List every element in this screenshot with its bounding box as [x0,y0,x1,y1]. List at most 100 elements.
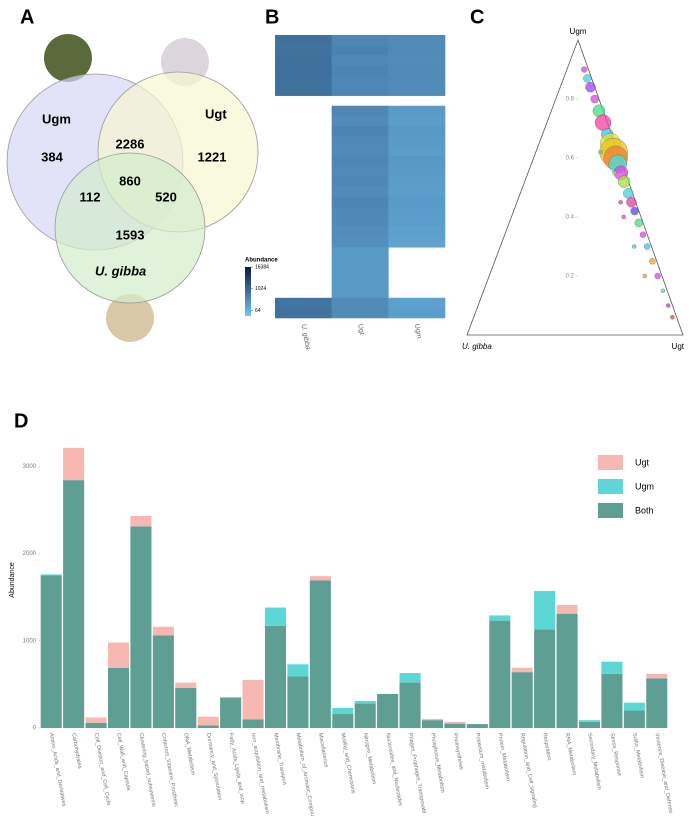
bar-segment [534,590,556,630]
panel-label: D [14,410,28,432]
bar-segment [354,700,376,704]
photo-thumbnail [44,34,92,82]
bar-segment [63,480,85,728]
bar-segment [444,721,466,724]
bar-segment [264,625,287,728]
y-tick-label: 2000 [23,551,37,557]
x-tick-label: Photosynthesis [452,733,464,771]
bar-segment [556,613,578,728]
ternary-point [585,82,596,93]
ternary-point [626,197,637,208]
bar-segment [399,673,421,683]
x-tick-label: RNA_Metabolism [564,733,577,777]
bar-segment [578,721,601,728]
bar-segment [601,673,623,728]
heatmap-cell [331,125,389,137]
x-tick-label: Dormancy_and_Sporulation [205,733,223,801]
bar-segment [489,620,511,728]
venn-count: 2286 [116,136,145,151]
bar-segment [63,447,85,481]
vertex-label: Ugt [672,342,685,351]
ternary-point [623,188,634,199]
heatmap-cell [331,115,389,127]
heatmap-cell [331,65,389,76]
panel-label: B [265,6,279,28]
legend-label: Ugm [635,481,654,491]
bar-segment [646,673,668,679]
heatmap-cell [331,297,389,309]
y-tick-label: 3000 [23,464,37,470]
bar-segment [40,574,62,576]
bar-segment [287,664,309,677]
ternary-point [590,94,599,104]
bar-segment [332,714,354,728]
y-axis-title: Abundance [9,562,16,598]
heatmap-cell [331,136,389,147]
panel-label: A [20,6,34,28]
tick-label: 0.2 [566,274,575,280]
bar-segment [197,716,219,726]
x-tick-label: DNA_Metabolism [182,733,195,777]
venn-count: 1221 [198,149,227,164]
heatmap-cell [275,65,332,76]
ternary-point [634,218,643,228]
heatmap-cell [331,206,389,218]
ternary-point [654,272,661,280]
ternary-triangle [466,38,684,336]
ternary-point [581,66,588,73]
x-tick-label: Metabolism_of_Aromatic_Compound [295,733,317,816]
heatmap-cell [388,206,446,218]
heatmap-cell [275,35,332,46]
heatmap-cell [331,146,389,157]
venn-count: 860 [119,173,141,188]
x-tick-label: Phosphorus_Metabolism [429,733,445,794]
heatmap-cell [275,307,332,319]
bar-segment [287,676,309,728]
ternary-point [660,288,666,293]
bar-segment [130,515,152,527]
bar-segment [175,687,197,728]
heatmap-cell [388,136,446,147]
heatmap-cell [388,307,446,319]
heatmap-cell [388,176,446,187]
legend-label: Both [635,505,654,515]
venn-count: 1593 [116,227,145,242]
bar-segment [85,717,107,723]
heatmap-cell [275,75,332,86]
ternary-point [630,206,639,216]
heatmap-cell [388,55,446,66]
bar-segment [107,667,130,728]
panel-label: C [470,6,484,28]
heatmap-cell [388,75,446,86]
x-tick-label: Carbohydrates [70,733,82,770]
column-label: Ugm [413,323,422,339]
ternary-point [639,231,647,238]
bar-segment [601,661,623,674]
legend-swatch [598,455,623,470]
heatmap-cell [275,55,332,66]
x-tick-label: Potassium_metabolism [474,733,490,790]
x-tick-label: Nitrogen_Metabolism [362,733,377,786]
heatmap-cell [331,166,389,177]
bar-segment [309,576,331,581]
tick-label: 0.6 [566,156,575,162]
bar-segment [264,607,287,626]
heatmap-cell [331,257,389,268]
x-tick-label: Nucleosides_and_Nucleotides [384,733,403,807]
legend-swatch [598,503,623,518]
venn-circle [54,152,206,304]
heatmap-cell [388,45,446,56]
x-tick-label: Iron_acquisition_and_metabolism [250,733,270,815]
y-tick-label: 0 [33,726,37,732]
bar-segment [354,703,376,728]
x-tick-label: Phages_Prophages_Transposabl [407,733,427,814]
venn-count: 384 [41,149,63,164]
heatmap-cell [388,146,446,157]
heatmap-cell [388,156,446,167]
ternary-point [670,315,675,320]
ternary-point [642,273,647,279]
legend-swatch [598,479,623,494]
heatmap-cell [275,45,332,56]
bar-segment [421,718,444,721]
heatmap-cell [388,186,446,198]
